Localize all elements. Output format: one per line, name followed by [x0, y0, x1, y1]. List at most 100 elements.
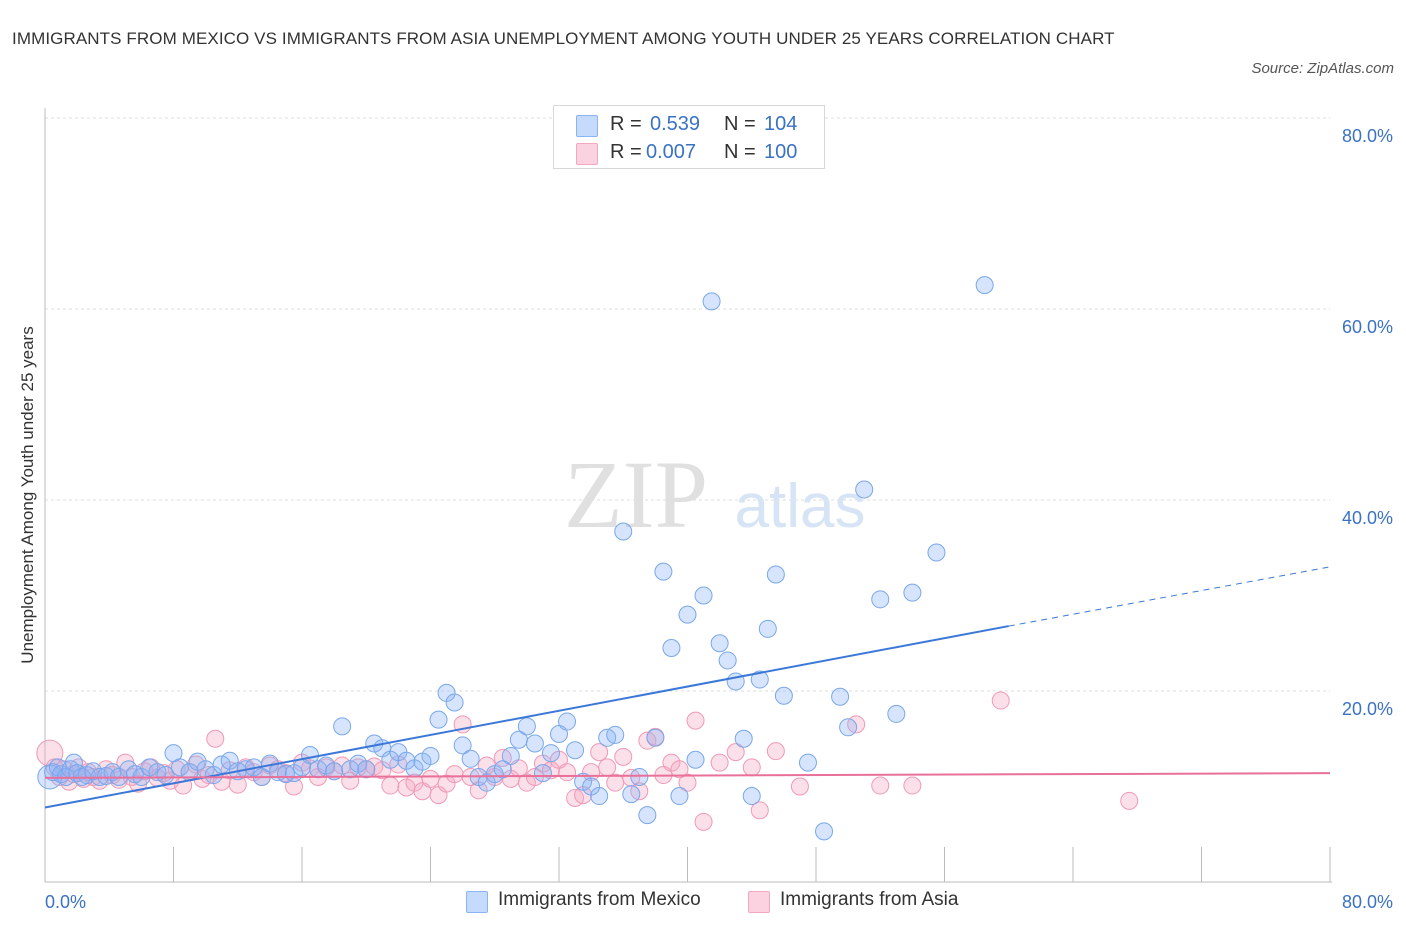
point-mexico [541, 744, 560, 763]
point-asia [678, 773, 697, 792]
point-asia [766, 742, 785, 761]
point-asia [445, 765, 464, 784]
point-mexico [798, 753, 817, 772]
watermark: ZIP atlas [564, 441, 865, 548]
point-mexico [64, 753, 83, 772]
point-mexico [694, 586, 713, 605]
point-asia [694, 812, 713, 831]
legend-r-value-mexico: 0.539 [650, 113, 701, 135]
point-mexico [453, 736, 472, 755]
watermark-zip: ZIP [564, 441, 708, 548]
legend-swatch-asia [576, 143, 598, 165]
point-mexico [445, 693, 464, 712]
point-mexico [630, 767, 649, 786]
point-mexico [461, 749, 480, 768]
legend-r-label: R = [610, 113, 642, 135]
point-mexico [678, 605, 697, 624]
point-asia [558, 763, 577, 782]
correlation-legend: R = 0.539 N = 104 R = 0.007 N = 100 [553, 105, 825, 169]
chart-title: IMMIGRANTS FROM MEXICO VS IMMIGRANTS FRO… [12, 29, 1115, 48]
point-asia [206, 729, 225, 748]
y-axis-label: Unemployment Among Youth under 25 years [18, 326, 37, 664]
point-mexico [357, 760, 376, 779]
source-label: Source: ZipAtlas.com [1251, 60, 1394, 77]
point-mexico [525, 734, 544, 753]
point-mexico [927, 543, 946, 562]
point-mexico [710, 634, 729, 653]
point-mexico [855, 480, 874, 499]
point-asia [670, 760, 689, 779]
point-asia [903, 776, 922, 795]
point-mexico [493, 760, 512, 779]
legend-n-value-mexico: 104 [764, 113, 798, 135]
point-mexico [734, 729, 753, 748]
tick-labels: 20.0% 40.0% 60.0% 80.0% 0.0% 80.0% [45, 126, 1393, 912]
watermark-atlas: atlas [735, 472, 866, 541]
point-mexico [758, 619, 777, 638]
point-asia [228, 775, 247, 794]
point-asia [710, 753, 729, 772]
point-mexico [333, 717, 352, 736]
legend-swatch-asia [748, 891, 770, 913]
point-mexico [887, 704, 906, 723]
legend-r-value-asia: 0.007 [646, 141, 697, 163]
y-tick-label: 60.0% [1342, 317, 1393, 337]
point-mexico [170, 758, 189, 777]
point-mexico [606, 725, 625, 744]
point-mexico [670, 787, 689, 806]
point-asia [750, 801, 769, 820]
point-mexico [646, 728, 665, 747]
legend-label-mexico: Immigrants from Mexico [498, 889, 701, 910]
point-asia [726, 743, 745, 762]
point-mexico [325, 762, 344, 781]
x-tick-label: 0.0% [45, 892, 86, 912]
point-mexico [686, 750, 705, 769]
point-asia [598, 758, 617, 777]
point-mexico [831, 687, 850, 706]
point-mexico [654, 562, 673, 581]
point-mexico [566, 741, 585, 760]
legend-swatch-mexico [576, 115, 598, 137]
point-mexico [590, 787, 609, 806]
point-mexico [421, 746, 440, 765]
point-asia [421, 769, 440, 788]
point-mexico [558, 712, 577, 731]
point-asia [614, 747, 633, 766]
point-asia [686, 711, 705, 730]
point-mexico [517, 717, 536, 736]
point-asia [871, 776, 890, 795]
point-mexico [156, 766, 175, 785]
point-mexico [614, 522, 633, 541]
trendlines [44, 566, 1331, 809]
y-tick-label: 40.0% [1342, 508, 1393, 528]
point-mexico [501, 746, 520, 765]
legend-swatch-mexico [466, 891, 488, 913]
point-mexico [871, 590, 890, 609]
point-mexico [662, 639, 681, 658]
gridlines [45, 117, 1330, 692]
x-tick-label: 80.0% [1342, 892, 1393, 912]
point-mexico [429, 710, 448, 729]
legend-n-value-asia: 100 [764, 141, 798, 163]
point-asia [381, 776, 400, 795]
y-tick-label: 80.0% [1342, 126, 1393, 146]
point-mexico [742, 787, 761, 806]
point-mexico [533, 764, 552, 783]
point-asia [991, 691, 1010, 710]
legend-n-label: N = [724, 113, 756, 135]
point-mexico [975, 276, 994, 295]
point-mexico [903, 583, 922, 602]
legend-n-label: N = [724, 141, 756, 163]
point-mexico [774, 686, 793, 705]
trendline-asia [44, 772, 1331, 779]
point-mexico [622, 785, 641, 804]
point-mexico [766, 565, 785, 584]
point-mexico [750, 670, 769, 689]
point-mexico [638, 806, 657, 825]
point-mexico [702, 292, 721, 311]
legend-r-label: R = [610, 141, 642, 163]
y-tick-label: 20.0% [1342, 699, 1393, 719]
point-asia [742, 758, 761, 777]
axes [44, 108, 1332, 883]
